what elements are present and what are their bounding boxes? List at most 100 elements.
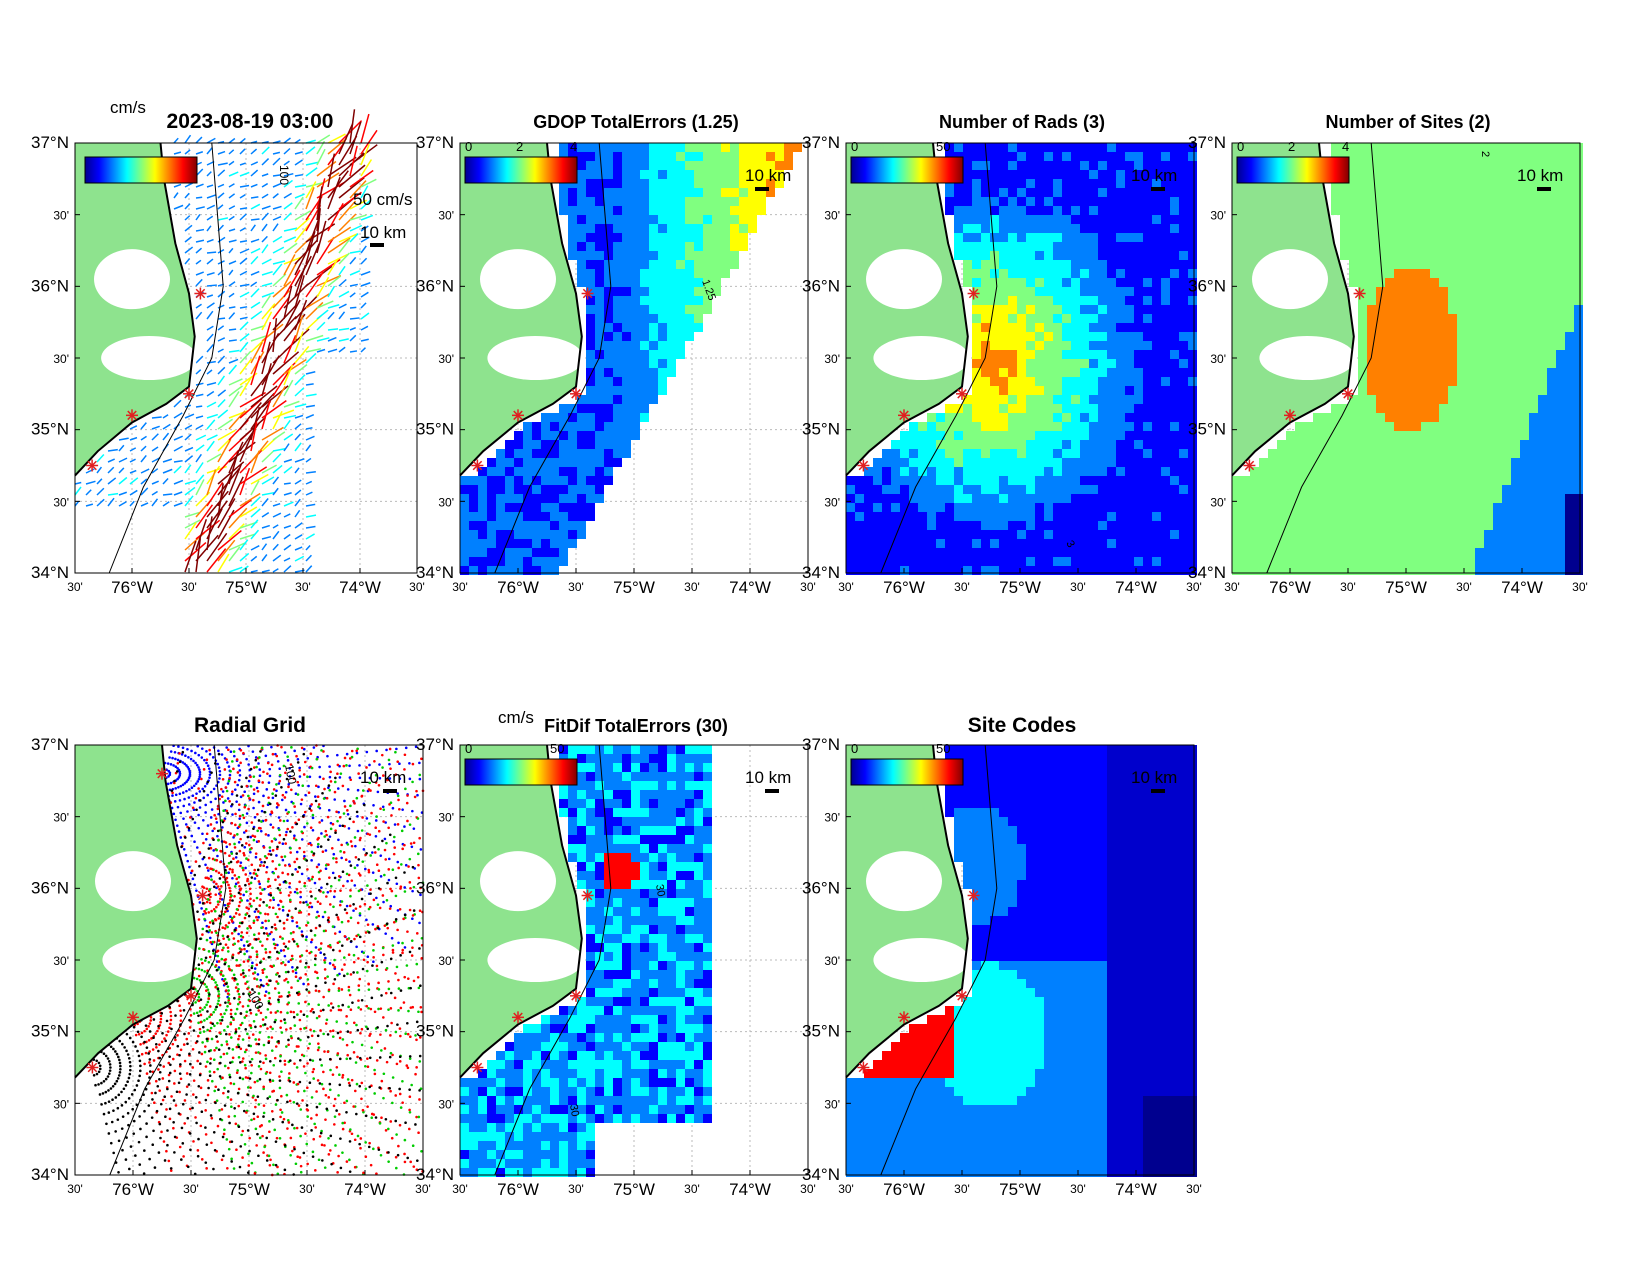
heat-cell — [1026, 206, 1035, 215]
heat-cell — [595, 413, 604, 422]
heat-cell — [1017, 350, 1026, 359]
heat-cell — [1538, 431, 1547, 440]
heat-cell — [1313, 521, 1322, 530]
heat-cell — [972, 404, 981, 413]
heat-cell — [1466, 341, 1475, 350]
heat-cell — [972, 494, 981, 503]
heat-cell — [1439, 566, 1448, 575]
heat-cell — [1143, 413, 1152, 422]
heat-cell — [1385, 467, 1394, 476]
heat-cell — [1358, 179, 1367, 188]
radial-grid-point — [183, 762, 187, 766]
heat-cell — [487, 530, 496, 539]
heat-cell — [981, 521, 990, 530]
heat-cell — [658, 260, 667, 269]
heat-cell — [864, 521, 873, 530]
heat-cell — [1367, 476, 1376, 485]
radial-grid-point — [167, 769, 171, 773]
heat-cell — [999, 233, 1008, 242]
heat-cell — [1089, 332, 1098, 341]
heat-cell — [918, 566, 927, 575]
heat-cell — [613, 332, 622, 341]
heat-cell — [1520, 359, 1529, 368]
radial-grid-point — [286, 759, 290, 762]
heat-cell — [1484, 566, 1493, 575]
heat-cell — [1529, 233, 1538, 242]
heat-cell — [1448, 422, 1457, 431]
current-vector — [283, 335, 297, 364]
heat-cell — [1143, 431, 1152, 440]
heat-cell — [559, 449, 568, 458]
heat-cell — [1394, 197, 1403, 206]
heat-cell — [1008, 332, 1017, 341]
heat-cell — [1143, 215, 1152, 224]
heat-cell — [1538, 449, 1547, 458]
current-vector — [239, 207, 248, 210]
radial-grid-point — [368, 763, 371, 767]
heat-cell — [1017, 539, 1026, 548]
heat-cell — [1044, 188, 1053, 197]
heat-cell — [963, 143, 972, 152]
current-vector — [294, 387, 305, 397]
heat-cell — [873, 548, 882, 557]
heat-cell — [1071, 332, 1080, 341]
current-vector — [250, 256, 259, 265]
radial-grid-point — [237, 841, 241, 844]
heat-cell — [1574, 566, 1583, 575]
radial-grid-point — [258, 882, 261, 886]
current-vector — [217, 438, 232, 463]
heat-cell — [1466, 323, 1475, 332]
heat-cell — [658, 323, 667, 332]
radial-grid-point — [177, 830, 181, 833]
heat-cell — [981, 512, 990, 521]
heat-cell — [1188, 368, 1197, 377]
heat-cell — [469, 530, 478, 539]
heat-cell — [1232, 530, 1241, 539]
heat-cell — [1026, 296, 1035, 305]
heat-cell — [1134, 152, 1143, 161]
current-vector — [327, 156, 357, 177]
heat-cell — [1268, 548, 1277, 557]
current-vector — [217, 418, 234, 430]
heat-cell — [936, 440, 945, 449]
heat-cell — [1385, 323, 1394, 332]
heat-cell — [640, 188, 649, 197]
heat-cell — [478, 512, 487, 521]
current-vector — [283, 433, 294, 441]
radial-grid-point — [288, 767, 291, 770]
heat-cell — [667, 341, 676, 350]
heat-cell — [1385, 287, 1394, 296]
heat-cell — [1116, 188, 1125, 197]
heat-cell — [1116, 260, 1125, 269]
heat-cell — [981, 323, 990, 332]
heat-cell — [1331, 548, 1340, 557]
radial-grid-point — [317, 785, 320, 789]
heat-cell — [685, 152, 694, 161]
heat-cell — [1358, 485, 1367, 494]
heat-cell — [1035, 512, 1044, 521]
heat-cell — [1439, 323, 1448, 332]
current-vector — [206, 490, 229, 518]
heat-cell — [1511, 215, 1520, 224]
radial-grid-point — [242, 831, 246, 834]
current-vector — [173, 183, 182, 188]
heat-cell — [1152, 350, 1161, 359]
heat-cell — [1475, 287, 1484, 296]
heat-cell — [1098, 242, 1107, 251]
heat-cell — [613, 422, 622, 431]
heat-cell — [1250, 476, 1259, 485]
heat-cell — [1331, 458, 1340, 467]
heat-cell — [1080, 287, 1089, 296]
heat-cell — [999, 197, 1008, 206]
radial-grid-point — [172, 764, 175, 767]
heat-cell — [1403, 440, 1412, 449]
current-vector — [272, 512, 282, 518]
heat-cell — [918, 521, 927, 530]
x-tick-label: 30' — [1224, 580, 1240, 594]
heat-cell — [1098, 530, 1107, 539]
heat-cell — [1044, 467, 1053, 476]
heat-cell — [1188, 422, 1197, 431]
heat-cell — [1466, 476, 1475, 485]
heat-cell — [1331, 512, 1340, 521]
heat-cell — [1484, 404, 1493, 413]
